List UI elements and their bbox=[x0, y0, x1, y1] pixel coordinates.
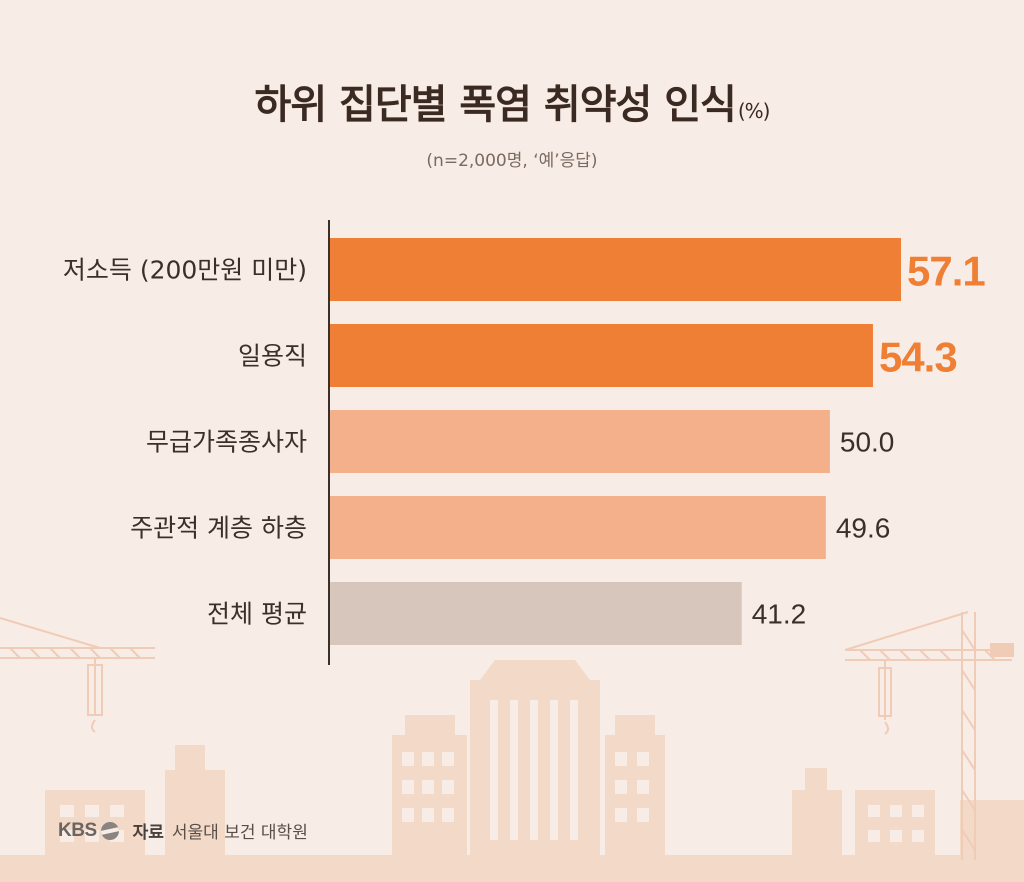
value-label-5: 41.2 bbox=[752, 599, 807, 630]
value-label-1: 57.1 bbox=[907, 248, 985, 295]
bar-4 bbox=[329, 496, 826, 559]
kbs-logo-icon bbox=[100, 821, 119, 840]
bar-3 bbox=[329, 410, 830, 473]
kbs-brand: KBS bbox=[58, 819, 97, 841]
value-label-4: 49.6 bbox=[836, 513, 891, 544]
value-label-3: 50.0 bbox=[840, 427, 895, 458]
category-label-3: 무급가족종사자 bbox=[146, 428, 307, 457]
category-label-4: 주관적 계층 하층 bbox=[130, 514, 307, 543]
bar-1 bbox=[329, 238, 901, 301]
chart-subtitle: (n=2,000명, ‘예’응답) bbox=[426, 151, 598, 171]
chart-title-unit: (%) bbox=[737, 99, 771, 123]
category-label-1: 저소득 (200만원 미만) bbox=[63, 256, 307, 285]
category-label-5: 전체 평균 bbox=[207, 600, 307, 629]
category-label-2: 일용직 bbox=[238, 342, 307, 371]
source-credit: KBS 자료 서울대 보건 대학원 bbox=[58, 818, 308, 844]
chart-title: 하위 집단별 폭염 취약성 인식 (%) bbox=[0, 72, 1024, 130]
bar-5 bbox=[329, 582, 742, 645]
source-label: 자료 bbox=[132, 823, 164, 843]
value-label-2: 54.3 bbox=[879, 334, 957, 381]
source-text: 서울대 보건 대학원 bbox=[171, 823, 308, 843]
bar-2 bbox=[329, 324, 873, 387]
chart-title-text: 하위 집단별 폭염 취약성 인식 bbox=[254, 82, 737, 128]
